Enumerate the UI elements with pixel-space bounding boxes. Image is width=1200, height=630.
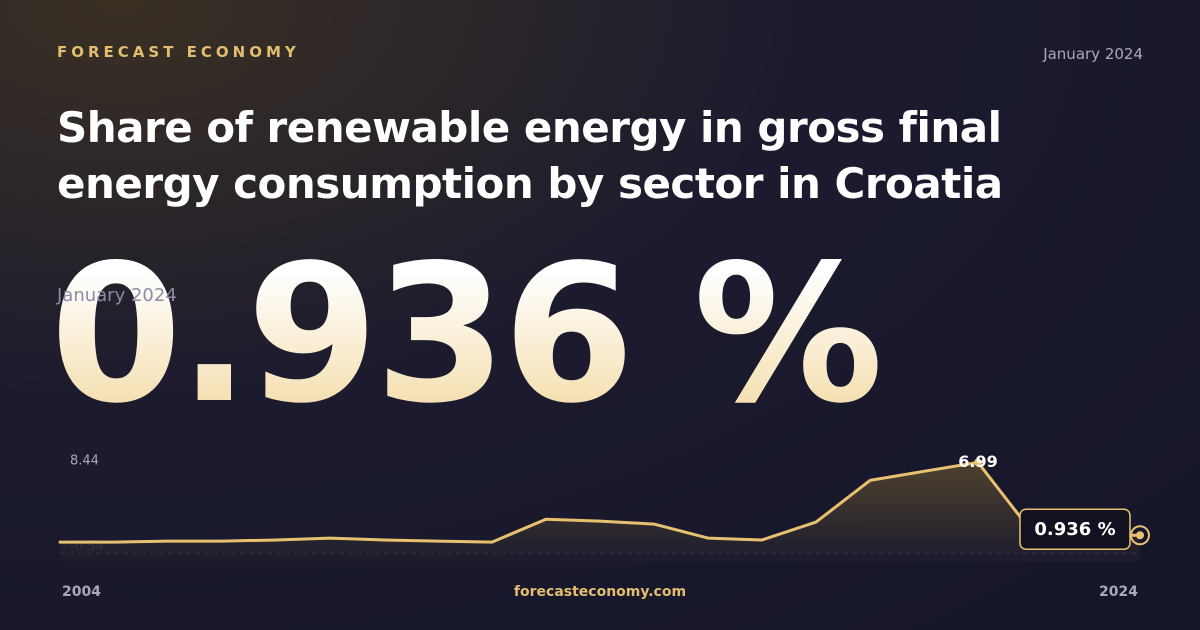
date: January 2024 (1043, 45, 1143, 63)
title: Share of renewable energy in gross final… (57, 103, 1003, 208)
x-tick-label: 2004 (62, 584, 101, 600)
period: January 2024 (57, 285, 177, 306)
line (58, 460, 1142, 544)
footer: forecasteconomy.com (513, 584, 687, 600)
end-point-dot (1136, 531, 1144, 540)
peak-label: 6.99 (958, 452, 997, 471)
x-tick-label: 2024 (1099, 584, 1138, 600)
brand: FORECAST ECONOMY (57, 43, 300, 61)
end-label-box (1019, 508, 1131, 550)
area (60, 462, 1140, 563)
headline-value: 0.936 % (50, 224, 884, 445)
end-label: 0.936 % (1034, 519, 1115, 540)
y-tick-label: 8.44 (70, 454, 99, 469)
end-point (1130, 525, 1150, 546)
peak-point (974, 458, 982, 467)
